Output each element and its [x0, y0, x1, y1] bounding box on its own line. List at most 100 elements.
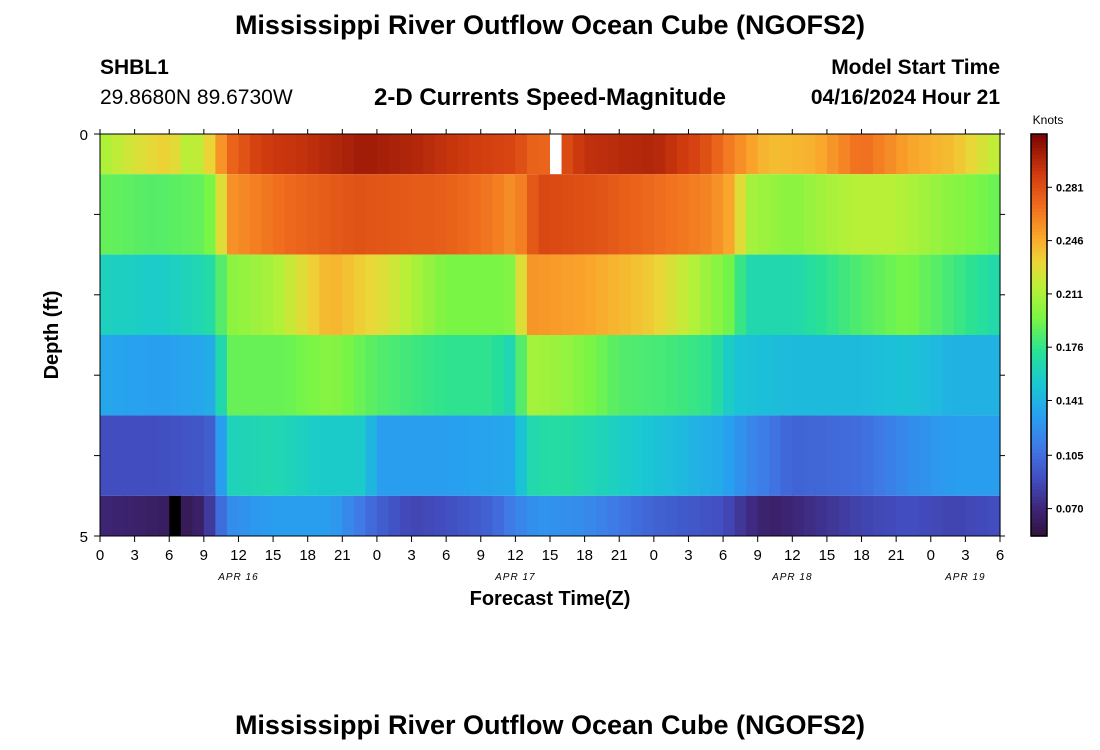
- heatmap-cell: [273, 174, 286, 255]
- heatmap-cell: [619, 335, 632, 416]
- colorbar-segment: [1031, 187, 1047, 192]
- heatmap-cell: [123, 134, 136, 175]
- heatmap-cell: [734, 335, 747, 416]
- colorbar-frame: [1030, 133, 1048, 537]
- colorbar-segment: [1031, 221, 1047, 226]
- heatmap-cell: [526, 415, 540, 496]
- heatmap-cell: [157, 495, 170, 536]
- heatmap-cell: [134, 495, 147, 536]
- heatmap-cell: [676, 335, 690, 416]
- heatmap-cell: [134, 254, 147, 335]
- heatmap-cells: [100, 134, 1001, 536]
- heatmap-cell: [169, 415, 182, 496]
- heatmap-cell: [307, 254, 320, 335]
- heatmap-cell: [826, 415, 840, 496]
- heatmap-cell: [826, 174, 840, 255]
- heatmap-cell: [111, 174, 124, 255]
- heatmap-cell: [434, 415, 447, 496]
- heatmap-cell: [734, 174, 747, 255]
- heatmap-cell: [411, 134, 424, 175]
- colorbar-segment: [1031, 328, 1047, 333]
- heatmap-cell: [642, 134, 655, 175]
- model-start-label: Model Start Time: [831, 56, 1000, 79]
- heatmap-cell: [457, 134, 470, 175]
- heatmap-cell: [907, 335, 920, 416]
- heatmap-cell: [607, 174, 620, 255]
- heatmap-cell: [169, 495, 182, 536]
- heatmap-cell: [965, 495, 978, 536]
- heatmap-cell: [953, 495, 966, 536]
- heatmap-cell: [757, 415, 770, 496]
- colorbar-segment: [1031, 150, 1047, 155]
- colorbar-segment: [1031, 207, 1047, 212]
- heatmap-cell: [526, 134, 540, 175]
- heatmap-cell: [665, 335, 678, 416]
- heatmap-cell: [619, 134, 632, 175]
- heatmap-cell: [988, 254, 1001, 335]
- heatmap-cell: [561, 254, 574, 335]
- heatmap-cell: [273, 335, 286, 416]
- heatmap-cell: [861, 335, 874, 416]
- heatmap-cell: [907, 415, 920, 496]
- colorbar-segment: [1031, 298, 1047, 303]
- heatmap-cell: [296, 134, 309, 175]
- colorbar-segment: [1031, 281, 1047, 286]
- heatmap-cell: [353, 495, 366, 536]
- heatmap-cell: [388, 495, 401, 536]
- heatmap-cell: [307, 495, 320, 536]
- heatmap-cell: [896, 174, 909, 255]
- y-tick-label: 0: [80, 127, 88, 144]
- heatmap-cell: [953, 174, 966, 255]
- heatmap-cell: [803, 495, 816, 536]
- heatmap-cell: [226, 495, 240, 536]
- heatmap-cell: [619, 254, 632, 335]
- heatmap-cell: [100, 495, 113, 536]
- heatmap-cell: [676, 254, 690, 335]
- heatmap-cell: [503, 254, 516, 335]
- heatmap-cell: [192, 415, 205, 496]
- heatmap-cell: [319, 134, 332, 175]
- colorbar-segment: [1031, 197, 1047, 202]
- heatmap-cell: [296, 415, 309, 496]
- heatmap-cell: [446, 495, 459, 536]
- heatmap-cell: [192, 254, 205, 335]
- heatmap-cell: [400, 174, 413, 255]
- heatmap-cell: [446, 134, 459, 175]
- heatmap-cell: [815, 134, 828, 175]
- heatmap-cell: [365, 335, 378, 416]
- heatmap-cell: [861, 254, 874, 335]
- heatmap-cell: [653, 174, 666, 255]
- heatmap-cell: [515, 174, 528, 255]
- heatmap-cell: [307, 134, 320, 175]
- heatmap-cell: [480, 254, 493, 335]
- heatmap-cell: [700, 415, 713, 496]
- heatmap-cell: [157, 134, 170, 175]
- heatmap-cell: [538, 495, 551, 536]
- heatmap-cell: [723, 134, 736, 175]
- heatmap-cell: [607, 134, 620, 175]
- heatmap-cell: [123, 415, 136, 496]
- heatmap-cell: [180, 254, 193, 335]
- heatmap-cell: [157, 335, 170, 416]
- colorbar-segment: [1031, 381, 1047, 386]
- colorbar-segment: [1031, 412, 1047, 416]
- colorbar-segment: [1031, 241, 1047, 246]
- heatmap-cell: [607, 335, 620, 416]
- heatmap-cell: [342, 174, 355, 255]
- heatmap-cell: [526, 174, 540, 255]
- heatmap-cell: [896, 134, 909, 175]
- colorbar-segment: [1031, 515, 1047, 520]
- heatmap-cell: [492, 495, 505, 536]
- heatmap-cell: [561, 415, 574, 496]
- colorbar-segment: [1031, 378, 1047, 383]
- heatmap-cell: [400, 335, 413, 416]
- x-tick-label: 3: [684, 547, 692, 564]
- colorbar-segment: [1031, 465, 1047, 470]
- colorbar-segment: [1031, 304, 1047, 309]
- heatmap-cell: [607, 495, 620, 536]
- heatmap-cell: [976, 174, 990, 255]
- x-tick-label: 18: [299, 547, 316, 564]
- heatmap-cell: [746, 495, 759, 536]
- heatmap-cell: [700, 495, 713, 536]
- heatmap-cell: [884, 174, 897, 255]
